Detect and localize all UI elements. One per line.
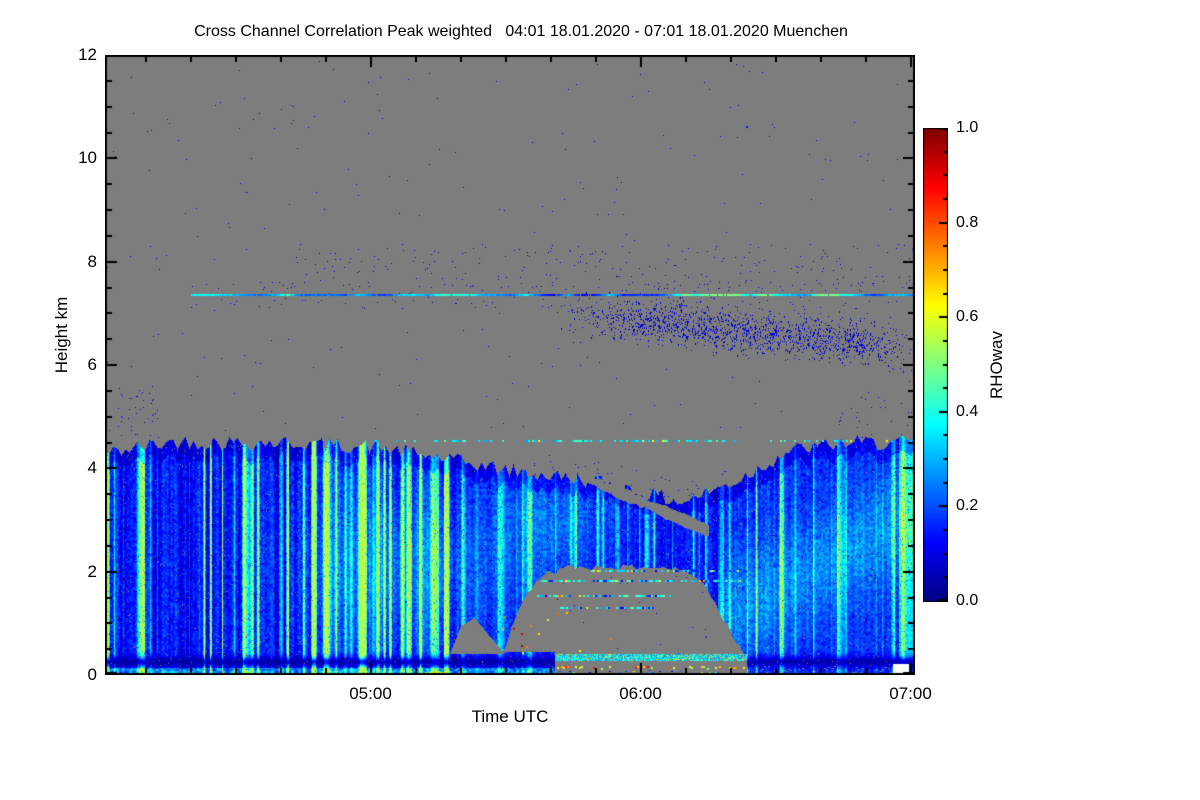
heatmap-canvas <box>105 55 915 675</box>
colorbar-tick-label: 1.0 <box>956 119 979 136</box>
y-tick-label: 4 <box>87 458 97 478</box>
colorbar-tick-label: 0.2 <box>956 497 979 515</box>
colorbar-tick-label: 0.4 <box>956 402 979 420</box>
y-tick-label: 6 <box>87 355 97 374</box>
y-tick-label: 2 <box>87 561 97 581</box>
y-tick-label: 12 <box>78 45 97 64</box>
colorbar-tick-label: 0.8 <box>956 213 979 231</box>
x-tick-label: 06:00 <box>619 684 662 703</box>
x-tick-label: 05:00 <box>349 684 392 703</box>
x-axis-label: Time UTC <box>471 707 549 726</box>
colorbar-tick-label: 0.6 <box>956 308 979 326</box>
x-tick-label: 07:00 <box>889 684 932 703</box>
y-tick-label: 0 <box>87 665 97 684</box>
y-tick-label: 8 <box>87 251 97 271</box>
colorbar-label: RHOwav <box>987 330 1006 400</box>
colorbar-tick-label: 0.0 <box>956 592 979 609</box>
colorbar-canvas <box>923 128 948 602</box>
chart-title: Cross Channel Correlation Peak weighted … <box>194 23 848 40</box>
y-tick-label: 10 <box>78 148 97 168</box>
